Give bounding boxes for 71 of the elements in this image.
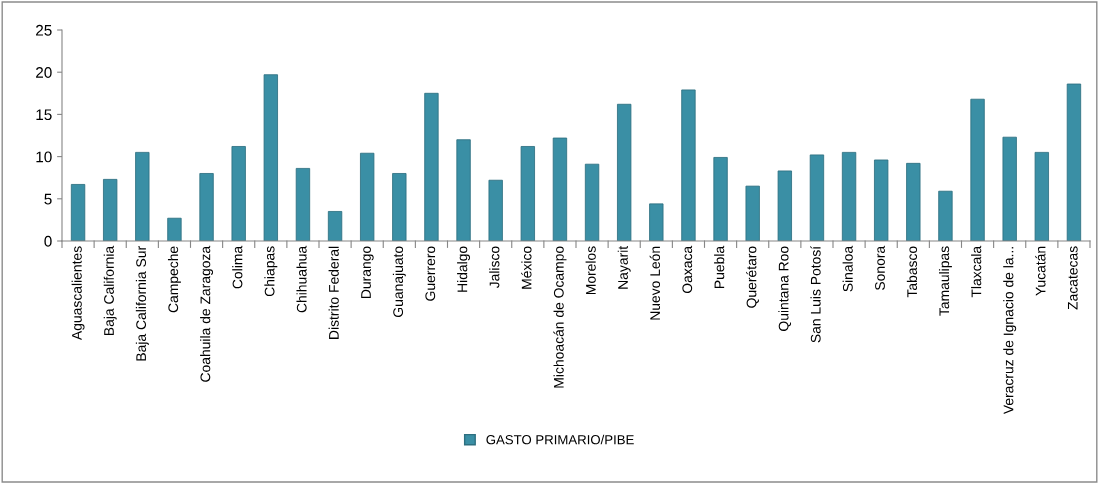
bar (841, 151, 857, 241)
y-tick-label: 10 (36, 151, 52, 163)
x-tick-label: Tabasco (906, 246, 918, 298)
x-tick-label: Chiapas (264, 246, 278, 297)
x-tick-label: Nayarit (617, 245, 631, 289)
x-tick-label: Colima (232, 245, 243, 289)
bar (777, 170, 792, 241)
bar (360, 152, 375, 241)
x-tick-label: Coahuila de Zaragoza (200, 245, 214, 382)
x-tick-label: Aguascalientes (71, 246, 85, 341)
x-tick-label: Campeche (167, 246, 181, 313)
y-tick-label: 5 (44, 193, 52, 205)
bar (456, 139, 471, 241)
x-tick-label: Tamaulipas (938, 246, 952, 316)
x-tick-label: Michoacán de Ocampo (553, 246, 567, 388)
bar (906, 162, 921, 241)
y-tick-label: 0 (44, 235, 52, 247)
x-tick-label: Distrito Federal (328, 246, 339, 339)
bar (135, 151, 150, 241)
bar (649, 203, 664, 241)
bar (713, 157, 728, 241)
x-tick-label: Querétaro (746, 246, 759, 308)
bar (938, 190, 953, 241)
bar (167, 217, 182, 241)
x-tick-label: Zacatecas (1067, 246, 1078, 310)
x-tick-label: Durango (361, 246, 374, 298)
bar (424, 92, 439, 241)
x-tick-label: Tlaxcala (971, 245, 982, 298)
bar (970, 98, 985, 241)
y-tick-label: 20 (36, 67, 52, 78)
bar (874, 159, 889, 241)
x-tick-label: Hidalgo (457, 246, 471, 292)
bar (745, 185, 760, 241)
bar (617, 103, 632, 241)
bar (681, 89, 696, 241)
x-tick-label: Baja California (103, 245, 117, 336)
bar (392, 173, 407, 241)
x-tick-label: Sonora (875, 245, 885, 291)
bar (1002, 136, 1017, 241)
x-tick-label: Puebla (714, 245, 725, 288)
bar (199, 173, 214, 241)
x-tick-label: Morelos (585, 246, 596, 295)
x-tick-label: Guanajuato (392, 246, 406, 317)
x-tick-label: Guerrero (425, 246, 436, 301)
bar (584, 163, 600, 241)
bar (488, 179, 503, 241)
bar (70, 184, 86, 241)
bar (520, 146, 535, 241)
x-tick-label: Nuevo León (649, 246, 661, 320)
y-tick-label: 25 (36, 24, 52, 36)
bar (103, 178, 118, 241)
bar (1034, 151, 1049, 241)
bar (263, 74, 278, 241)
x-tick-label: Quintana Roo (778, 246, 792, 331)
x-tick-label: Jalisco (489, 246, 500, 289)
x-tick-label: San Luis Potosí (810, 245, 821, 343)
x-tick-label: México (521, 246, 532, 289)
y-tick-label: 15 (36, 109, 52, 121)
x-tick-label: Baja California Sur (135, 246, 149, 361)
bar (552, 137, 568, 241)
bar (809, 154, 825, 241)
x-tick-label: Yucatán (1035, 246, 1046, 296)
legend-label: GASTO PRIMARIO/PIBE (486, 434, 634, 445)
x-tick-label: Sinaloa (842, 245, 853, 292)
bar (1066, 83, 1082, 241)
x-tick-label: Veracruz de Ignacio de la... (1003, 247, 1017, 415)
bar (231, 146, 246, 241)
x-tick-label: Oaxaca (682, 245, 693, 294)
bar (295, 168, 311, 241)
bar (327, 211, 343, 241)
x-tick-label: Chihuahua (296, 245, 307, 313)
